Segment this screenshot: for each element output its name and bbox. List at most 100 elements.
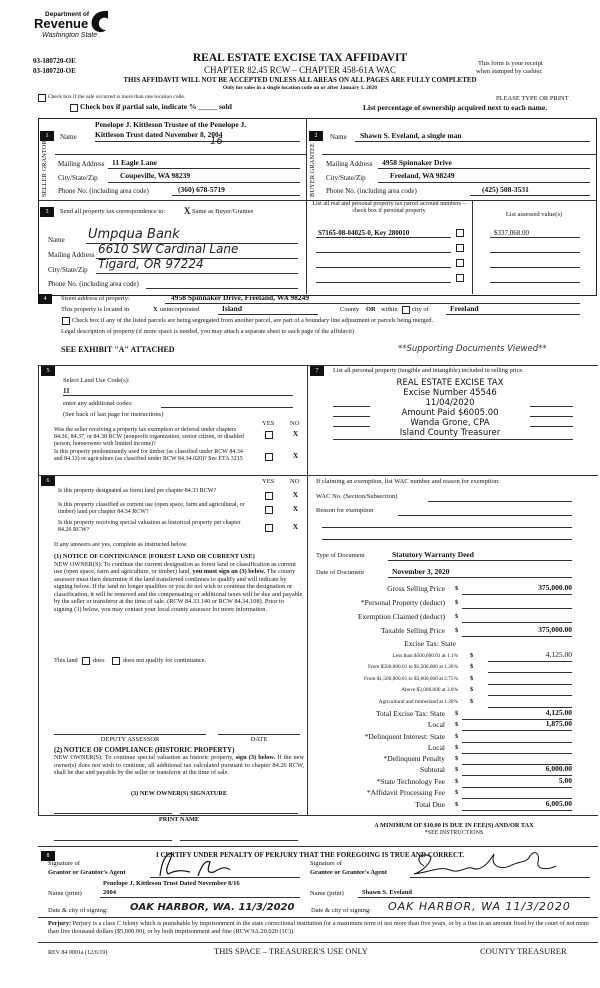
seller-phone-field[interactable]: (360) 678-5719 — [178, 185, 225, 194]
tax-row-line — [462, 719, 572, 720]
same-as-buyer-label: Same as Buyer/Grantee — [192, 208, 254, 215]
tax-row-value[interactable]: 375,000.00 — [538, 583, 572, 592]
tax-row-line — [488, 707, 572, 708]
currency-symbol: $ — [455, 801, 459, 808]
yes-checkbox[interactable] — [265, 506, 273, 514]
partial-sale-checkbox[interactable] — [70, 104, 78, 112]
form-subtitle: CHAPTER 82.45 RCW – CHAPTER 458-61A WAC — [204, 65, 396, 75]
unincorporated-label: unincorporated — [160, 306, 200, 313]
multi-location-checkbox[interactable] — [38, 94, 46, 102]
city-field[interactable]: Freeland — [450, 304, 479, 313]
seller-mailing-field[interactable]: 11 Eagle Lane — [112, 158, 158, 167]
unincorporated-mark[interactable]: X — [153, 306, 158, 313]
no-answer-mark[interactable]: X — [293, 430, 299, 438]
tax-row-value[interactable]: 6,000.00 — [545, 764, 572, 773]
personal-property-checkbox[interactable] — [456, 229, 464, 237]
correspondence-label: Send all property tax correspondence to: — [60, 208, 166, 215]
currency-symbol: $ — [470, 652, 474, 659]
grantee-print-name[interactable]: Shawn S. Eveland — [362, 889, 413, 896]
document-date-field[interactable]: November 3, 2020 — [392, 567, 450, 576]
grantor-date-city-field[interactable]: OAK HARBOR, WA. 11/3/2020 — [130, 902, 295, 913]
buyer-city-field[interactable]: Freeland, WA 98249 — [390, 171, 455, 180]
grantee-date-city-field[interactable]: OAK HARBOR, WA 11/3/2020 — [388, 900, 571, 913]
tax-row-line — [462, 775, 572, 776]
assessed-value-field[interactable]: $337,068.00 — [494, 229, 529, 237]
corr-name-field[interactable]: Umpqua Bank — [88, 227, 180, 242]
location-code-note: Only for sales in a single location code… — [222, 85, 378, 91]
land-use-label: Select Land Use Code(s): — [63, 377, 130, 384]
receipt-note-2: when stamped by cashier. — [476, 68, 543, 75]
document-type-field[interactable]: Statutory Warranty Deed — [392, 550, 474, 559]
perjury-notice: Perjury: Perjury is a class C felony whi… — [48, 920, 593, 936]
treasurer-receipt-stamp: REAL ESTATE EXCISE TAX Excise Number 455… — [370, 378, 530, 438]
city-checkbox[interactable] — [402, 306, 410, 314]
yes-checkbox[interactable] — [265, 431, 273, 439]
same-as-buyer-checkmark[interactable]: X — [184, 206, 191, 216]
additional-codes-label: enter any additional codes: — [63, 400, 133, 407]
stamp-line-1: REAL ESTATE EXCISE TAX — [396, 378, 504, 388]
assessed-values-header: List assessed value(s) — [505, 211, 563, 218]
treasurer-use-label: THIS SPACE – TREASURER'S USE ONLY — [214, 946, 368, 956]
corr-mailing-field[interactable]: 6610 SW Cardinal Lane — [98, 242, 239, 256]
street-address-label: Street address of property: — [61, 295, 130, 302]
value-line — [490, 252, 580, 253]
s5-yes-header: YES — [262, 420, 275, 427]
currency-symbol: $ — [470, 686, 474, 693]
tax-row-line — [462, 622, 572, 623]
no-answer-mark[interactable]: X — [293, 491, 299, 499]
personal-property-checkbox[interactable] — [456, 259, 464, 267]
assessor-date-label: DATE — [250, 736, 268, 743]
logo-line-1: Department of — [45, 11, 90, 18]
seller-name-label: Name — [60, 133, 77, 141]
does-not-qualify-checkbox[interactable] — [112, 657, 120, 665]
question-text: Is this property predominantly used for … — [54, 449, 243, 462]
county-label: County — [340, 306, 360, 313]
tax-row-line — [462, 594, 572, 595]
buyer-name-label: Name — [330, 133, 347, 141]
no-answer-mark[interactable]: X — [293, 505, 299, 513]
question-text: Was the seller receiving a property tax … — [54, 427, 244, 447]
tax-row-value[interactable]: 1,875.00 — [545, 719, 572, 728]
personal-property-checkbox[interactable] — [456, 244, 464, 252]
logo-line-2: Revenue — [34, 16, 89, 31]
seller-city-field[interactable]: Coupeville, WA 98239 — [120, 171, 191, 180]
tax-row-line — [462, 810, 572, 811]
yes-checkbox[interactable] — [265, 492, 273, 500]
legal-description-field[interactable]: SEE EXHIBIT "A" ATTACHED — [61, 345, 175, 354]
dor-wave-icon — [91, 10, 108, 33]
seller-name-line-2[interactable]: Kittleson Trust dated November 8, 2004 — [95, 130, 223, 139]
street-address-field[interactable]: 4958 Spinnaker Drive, Freeland, WA 98249 — [171, 293, 310, 302]
grantor-print-name-line-1[interactable]: Penelope J. Kittleson Trust Dated Novemb… — [103, 880, 240, 887]
wac-label: WAC No. (Section/Subsection) — [316, 493, 398, 500]
s5-no-header: NO — [290, 420, 300, 427]
buyer-phone-field[interactable]: (425) 508-3531 — [482, 185, 529, 194]
buyer-mailing-label: Mailing Address — [326, 160, 373, 168]
tax-row-value[interactable]: 4,125.00 — [545, 708, 572, 717]
land-use-field[interactable]: 11 — [63, 387, 70, 395]
yes-checkbox[interactable] — [265, 453, 273, 461]
grantor-print-name-line-2[interactable]: 2004 — [103, 889, 116, 896]
segregated-checkbox[interactable] — [62, 317, 70, 325]
parcel-account-field[interactable]: S7165-08-04025-0, Key 280010 — [318, 229, 410, 237]
seller-name-line-1[interactable]: Penelope J. Kittleson Trustee of the Pen… — [95, 120, 247, 129]
tax-row-label: Local — [427, 743, 445, 752]
personal-property-checkbox[interactable] — [456, 274, 464, 282]
perjury-label: Perjury: — [48, 920, 72, 927]
county-field[interactable]: Island — [222, 304, 243, 313]
tax-row-value[interactable]: 375,000.00 — [538, 625, 572, 634]
yes-checkbox[interactable] — [265, 524, 273, 532]
tax-row-label: *Delinquent Penalty — [383, 754, 445, 763]
buyer-name-field[interactable]: Shawn S. Eveland, a single man — [360, 131, 462, 140]
corr-city-field[interactable]: Tigard, OR 97224 — [98, 257, 204, 271]
no-answer-mark[interactable]: X — [293, 452, 299, 460]
buyer-mailing-field[interactable]: 4958 Spinnaker Drive — [382, 158, 452, 167]
does-qualify-checkbox[interactable] — [82, 657, 90, 665]
no-answer-mark[interactable]: X — [293, 523, 299, 531]
partial-sale-label: Check box if partial sale, indicate % __… — [80, 102, 232, 111]
section-3-number: 3 — [40, 207, 54, 217]
grantee-signature[interactable] — [410, 846, 560, 878]
tax-row-value[interactable]: 4,125.00 — [545, 650, 572, 659]
grantor-signature[interactable] — [150, 848, 250, 880]
tax-row-value[interactable]: 5.00 — [558, 776, 572, 785]
tax-row-value[interactable]: 6,005.00 — [545, 799, 572, 808]
